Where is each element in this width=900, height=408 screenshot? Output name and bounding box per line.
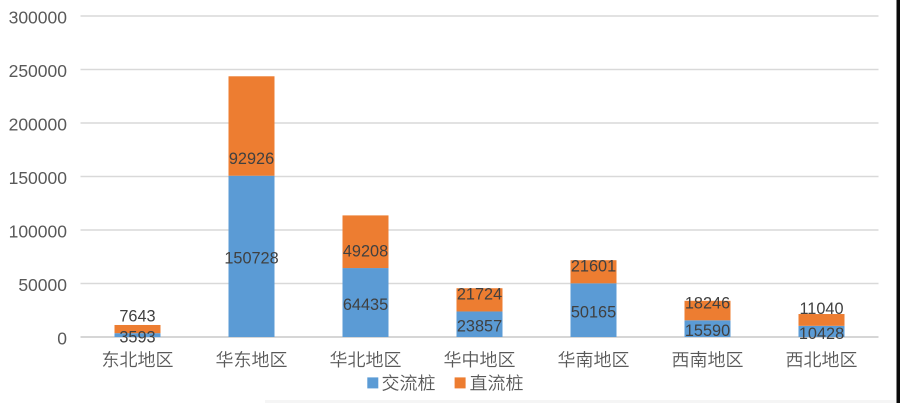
- svg-text:21601: 21601: [571, 258, 616, 276]
- svg-text:100000: 100000: [9, 222, 68, 242]
- svg-text:15590: 15590: [685, 322, 730, 340]
- svg-text:150000: 150000: [9, 168, 68, 188]
- svg-text:300000: 300000: [9, 8, 68, 28]
- svg-text:49208: 49208: [343, 242, 388, 260]
- svg-text:250000: 250000: [9, 61, 68, 81]
- svg-text:50165: 50165: [571, 304, 616, 322]
- svg-text:11040: 11040: [799, 300, 843, 318]
- svg-text:7643: 7643: [119, 307, 155, 325]
- svg-text:64435: 64435: [343, 296, 388, 314]
- svg-text:23857: 23857: [457, 318, 502, 336]
- svg-text:200000: 200000: [9, 115, 68, 135]
- svg-text:0: 0: [57, 329, 67, 349]
- svg-text:50000: 50000: [18, 275, 67, 295]
- svg-text:3593: 3593: [119, 328, 155, 346]
- svg-text:92926: 92926: [229, 150, 274, 168]
- svg-text:21724: 21724: [457, 286, 502, 304]
- svg-text:18246: 18246: [685, 295, 730, 313]
- svg-text:150728: 150728: [224, 250, 278, 268]
- svg-text:10428: 10428: [799, 325, 844, 343]
